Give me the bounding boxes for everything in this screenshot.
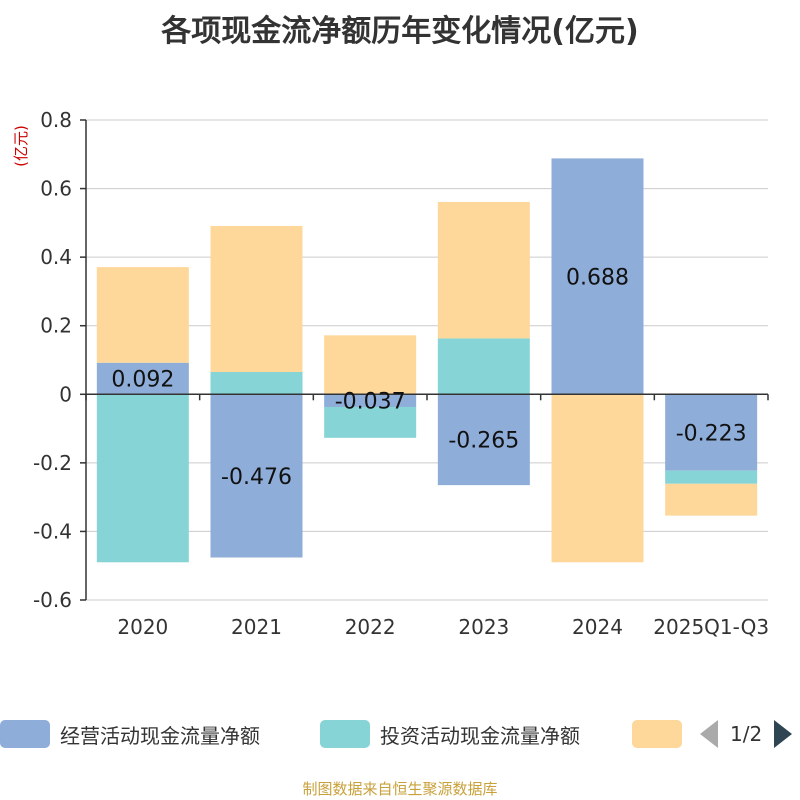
y-tick-label: -0.4 [33,519,72,543]
y-tick-label: -0.2 [33,451,72,475]
axis-layer: 0.8 0.6 0.4 0.2 0 -0.2 -0.4 -0.6 (亿元) 2020 2021 202… [12,108,769,639]
x-tick-label: 2025Q1-Q3 [653,615,769,639]
data-label: -0.476 [221,465,292,490]
legend-swatch-investing [320,720,370,748]
legend-pager: 1/2 [700,716,793,752]
bar-financing-2020 [96,267,189,363]
y-tick-label: 0.8 [40,108,72,132]
y-tick-label: 0.4 [40,245,72,269]
x-tick-label: 2020 [117,615,168,639]
chart-title: 各项现金流净额历年变化情况(亿元) [161,14,639,49]
y-tick-label: 0 [59,382,72,406]
bar-financing-2025Q1-Q3 [665,483,758,516]
y-tick-label: 0.6 [40,177,72,201]
legend-item-financing[interactable] [632,716,682,752]
chevron-left-icon[interactable] [700,720,718,748]
bar-financing-2021 [210,225,303,372]
data-label: 0.092 [111,368,174,393]
legend-page-indicator: 1/2 [730,722,763,746]
bar-financing-2023 [437,201,530,339]
x-tick-label: 2022 [345,615,396,639]
bar-financing-2022 [324,335,417,395]
bar-operating-2020 [96,362,189,395]
legend-label-investing: 投资活动现金流量净额 [380,723,580,748]
source-note: 制图数据来自恒生聚源数据库 [302,780,498,798]
data-label: -0.037 [335,390,406,415]
y-axis-label: (亿元) [12,125,30,167]
bar-operating-2023 [437,394,530,486]
x-tick-label: 2024 [572,615,623,639]
y-tick-label: 0.2 [40,314,72,338]
bar-operating-2021 [210,394,303,558]
bar-investing-2022 [324,406,417,438]
chevron-right-icon[interactable] [774,720,793,748]
data-label: -0.223 [676,422,747,447]
data-label: -0.265 [448,429,519,454]
legend-label-operating: 经营活动现金流量净额 [60,723,260,748]
bar-investing-2021 [210,372,303,395]
label-layer: 0.092 -0.476 -0.037 -0.265 0.688 -0.223 [111,265,746,490]
data-label: 0.688 [566,265,629,290]
bar-layer [96,158,758,563]
x-tick-label: 2023 [458,615,509,639]
chart-area: 0.8 0.6 0.4 0.2 0 -0.2 -0.4 -0.6 (亿元) 2020 2021 202… [12,108,769,639]
bar-operating-2022 [324,394,417,407]
legend: 经营活动现金流量净额 投资活动现金流量净额 1/2 [0,716,800,752]
legend-item-investing[interactable]: 投资活动现金流量净额 [320,716,580,752]
grid-layer [86,119,768,601]
bar-investing-2023 [437,338,530,395]
bar-financing-2024 [551,394,644,563]
bar-operating-2025Q1-Q3 [665,394,758,471]
legend-item-operating[interactable]: 经营活动现金流量净额 [0,716,260,752]
bar-investing-2020 [96,394,189,563]
legend-swatch-operating [0,720,50,748]
bar-investing-2025Q1-Q3 [665,470,758,484]
legend-swatch-financing [632,720,682,748]
x-tick-label: 2021 [231,615,282,639]
y-tick-label: -0.6 [33,588,72,612]
bar-operating-2024 [551,158,644,395]
